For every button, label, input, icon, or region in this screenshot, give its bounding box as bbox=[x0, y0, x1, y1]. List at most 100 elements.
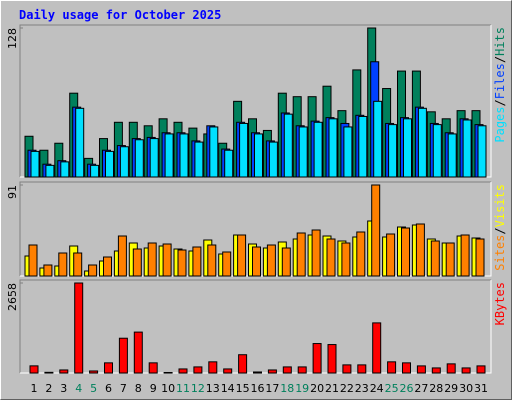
bar bbox=[194, 141, 204, 178]
bar bbox=[30, 150, 40, 178]
bar bbox=[74, 282, 84, 374]
bar bbox=[387, 361, 397, 374]
bar bbox=[88, 264, 98, 277]
bar bbox=[402, 362, 411, 374]
bar bbox=[372, 322, 382, 374]
bar bbox=[192, 246, 202, 277]
x-tick-label: 16 bbox=[251, 382, 265, 395]
bar bbox=[296, 232, 306, 277]
bar bbox=[162, 243, 172, 277]
x-tick-label: 28 bbox=[429, 382, 443, 395]
bar bbox=[164, 133, 174, 178]
bar bbox=[358, 115, 368, 178]
bar bbox=[282, 366, 292, 374]
bar bbox=[239, 122, 249, 178]
bar bbox=[311, 229, 321, 277]
bar bbox=[281, 247, 291, 277]
bar bbox=[386, 233, 396, 277]
bar bbox=[446, 363, 456, 374]
legend-separator: / bbox=[493, 99, 507, 106]
bar bbox=[73, 252, 83, 277]
bar bbox=[134, 139, 144, 178]
bar bbox=[147, 242, 157, 277]
bar bbox=[178, 368, 188, 374]
bar bbox=[103, 256, 112, 277]
bar bbox=[356, 231, 366, 277]
bar bbox=[75, 107, 85, 178]
bar bbox=[475, 238, 485, 277]
bar bbox=[119, 146, 129, 178]
x-tick-label: 27 bbox=[414, 382, 428, 395]
panel-shade bbox=[19, 279, 491, 373]
bar bbox=[89, 370, 99, 374]
bar bbox=[253, 371, 262, 374]
bar bbox=[297, 366, 307, 374]
x-tick-label: 29 bbox=[444, 382, 458, 395]
bar bbox=[90, 164, 100, 178]
x-tick-label: 19 bbox=[295, 382, 309, 395]
legend: Pages/Files/Hits bbox=[493, 27, 507, 143]
bar bbox=[133, 331, 143, 374]
bar bbox=[342, 364, 352, 374]
bar bbox=[163, 371, 173, 374]
bar bbox=[28, 244, 38, 277]
bar bbox=[283, 113, 293, 178]
bar bbox=[266, 244, 276, 277]
x-tick-label: 25 bbox=[385, 382, 399, 395]
x-tick-label: 3 bbox=[60, 382, 67, 395]
bar bbox=[431, 367, 441, 374]
bar bbox=[252, 246, 261, 277]
bar bbox=[58, 252, 68, 277]
bar bbox=[117, 235, 127, 277]
bar bbox=[461, 367, 471, 374]
bar bbox=[104, 362, 113, 374]
x-tick-label: 12 bbox=[191, 382, 205, 395]
bar bbox=[222, 251, 232, 277]
legend: Sites/Visits bbox=[493, 184, 507, 271]
x-tick-label: 21 bbox=[325, 382, 339, 395]
bar bbox=[403, 118, 412, 178]
x-tick-label: 24 bbox=[370, 382, 384, 395]
bar bbox=[388, 124, 398, 178]
legend: KBytes bbox=[493, 282, 507, 325]
legend-entry: Sites bbox=[493, 235, 507, 271]
bar bbox=[29, 365, 39, 374]
x-tick-label: 26 bbox=[400, 382, 414, 395]
bar bbox=[43, 264, 53, 277]
bar bbox=[415, 223, 425, 277]
x-tick-label: 31 bbox=[474, 382, 488, 395]
bar bbox=[238, 354, 248, 374]
bar bbox=[326, 238, 336, 277]
bar bbox=[460, 234, 470, 277]
bar bbox=[105, 150, 114, 178]
x-tick-label: 11 bbox=[176, 382, 190, 395]
bar bbox=[417, 107, 427, 178]
bar bbox=[401, 227, 410, 277]
bar bbox=[430, 240, 440, 277]
bar bbox=[207, 244, 217, 277]
x-tick-label: 13 bbox=[206, 382, 220, 395]
legend-entry: Pages bbox=[493, 107, 507, 143]
bar bbox=[268, 141, 278, 178]
x-tick-label: 10 bbox=[161, 382, 175, 395]
legend-entry: KBytes bbox=[493, 282, 507, 325]
x-tick-label: 23 bbox=[355, 382, 369, 395]
bar bbox=[149, 138, 159, 178]
legend-separator: / bbox=[493, 227, 507, 234]
bar bbox=[416, 365, 426, 374]
x-tick-label: 7 bbox=[120, 382, 127, 395]
legend-entry: Visits bbox=[493, 184, 507, 227]
legend-separator: / bbox=[493, 56, 507, 63]
x-tick-label: 2 bbox=[45, 382, 52, 395]
bar bbox=[313, 121, 323, 178]
bar bbox=[476, 365, 486, 374]
x-tick-label: 1 bbox=[31, 382, 38, 395]
x-tick-label: 17 bbox=[265, 382, 279, 395]
x-tick-label: 5 bbox=[90, 382, 97, 395]
bar bbox=[445, 242, 455, 277]
legend-entry: Hits bbox=[493, 27, 507, 56]
bar bbox=[132, 248, 142, 277]
y-tick-label: 91 bbox=[6, 185, 19, 199]
